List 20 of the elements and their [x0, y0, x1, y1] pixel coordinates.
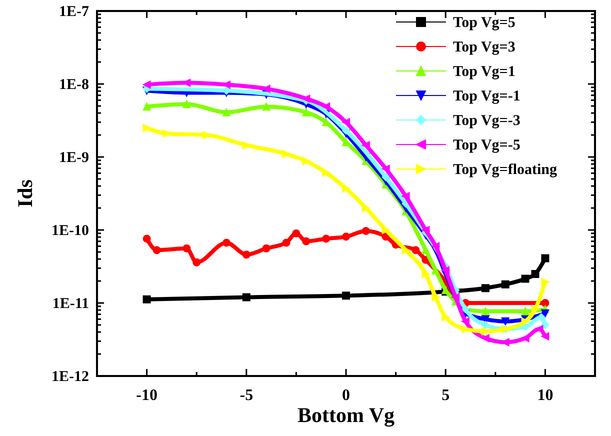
x-tick-label: 0 [342, 387, 350, 404]
x-axis-title: Bottom Vg [297, 403, 396, 427]
x-tick-label: 10 [537, 387, 554, 404]
y-tick-label: 1E-11 [52, 296, 89, 312]
legend-label: Top Vg=3 [453, 40, 516, 56]
x-tick-label: -10 [136, 387, 158, 404]
x-tick-label: -5 [240, 387, 254, 404]
legend-label: Top Vg=5 [453, 15, 516, 31]
y-axis-title: Ids [13, 179, 37, 208]
legend-label: Top Vg=1 [453, 64, 516, 80]
y-tick-label: 1E-8 [59, 77, 89, 93]
legend-label: Top Vg=-3 [453, 113, 520, 129]
x-tick-label: 5 [442, 387, 450, 404]
y-tick-label: 1E-10 [52, 223, 89, 239]
y-tick-label: 1E-9 [59, 150, 89, 166]
legend-label: Top Vg=floating [453, 162, 558, 178]
y-tick-label: 1E-12 [52, 369, 89, 385]
legend-label: Top Vg=-5 [453, 138, 520, 154]
legend-label: Top Vg=-1 [453, 88, 520, 104]
y-tick-label: 1E-7 [59, 4, 90, 20]
